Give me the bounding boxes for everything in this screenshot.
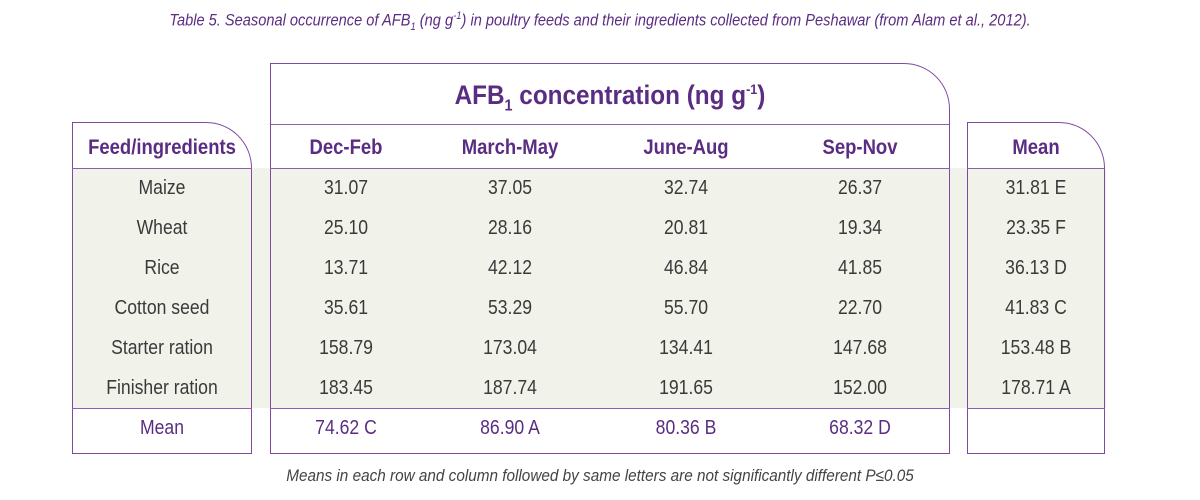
mean-sep-nov: 68.32 D: [829, 417, 891, 439]
cell-rice-mean: 36.13 D: [1005, 257, 1067, 279]
feed-column-frame: [72, 122, 252, 454]
cell-cotton-seed-sep-nov: 22.70: [837, 297, 883, 319]
mean-overall: [975, 408, 1096, 448]
cell-maize-june-aug: 32.74: [663, 177, 709, 199]
header-rule-mid: [270, 168, 950, 169]
row-label-rice: Rice: [144, 257, 180, 279]
cell-maize-march-may: 37.05: [487, 177, 533, 199]
row-label-maize: Maize: [138, 177, 186, 199]
row-label-starter-ration: Starter ration: [111, 337, 213, 359]
mean-row-label: Mean: [139, 417, 185, 439]
cell-starter-ration-dec-feb: 158.79: [319, 337, 373, 359]
header-march-may: March-May: [461, 136, 559, 159]
cell-wheat-mean: 23.35 F: [1006, 217, 1066, 239]
cell-wheat-march-may: 28.16: [487, 217, 533, 239]
cell-finisher-ration-june-aug: 191.65: [659, 377, 713, 399]
cell-cotton-seed-june-aug: 55.70: [663, 297, 709, 319]
cell-starter-ration-march-may: 173.04: [483, 337, 537, 359]
group-subrule: [270, 124, 950, 125]
mean-rule-right: [967, 408, 1105, 409]
row-label-cotton-seed: Cotton seed: [114, 297, 210, 319]
cell-wheat-june-aug: 20.81: [663, 217, 709, 239]
mean-june-aug: 80.36 B: [655, 417, 717, 439]
cell-maize-mean: 31.81 E: [1005, 177, 1067, 199]
mean-column-frame: [967, 122, 1105, 454]
mean-rule-left: [72, 408, 252, 409]
cell-maize-sep-nov: 26.37: [837, 177, 883, 199]
header-june-aug: June-Aug: [643, 136, 729, 159]
table-caption: Table 5. Seasonal occurrence of AFB1 (ng…: [169, 10, 1031, 34]
cell-starter-ration-june-aug: 134.41: [659, 337, 713, 359]
header-sep-nov: Sep-Nov: [822, 136, 898, 159]
mean-dec-feb: 74.62 C: [315, 417, 377, 439]
data-band: [72, 168, 1106, 408]
cell-rice-sep-nov: 41.85: [837, 257, 883, 279]
cell-wheat-sep-nov: 19.34: [837, 217, 883, 239]
cell-finisher-ration-mean: 178.71 A: [1001, 377, 1071, 399]
row-label-wheat: Wheat: [136, 217, 188, 239]
mean-rule-mid: [270, 408, 950, 409]
group-header-title: AFB1 concentration (ng g-1): [454, 80, 766, 115]
cell-cotton-seed-mean: 41.83 C: [1005, 297, 1067, 319]
row-label-finisher-ration: Finisher ration: [106, 377, 218, 399]
cell-finisher-ration-dec-feb: 183.45: [319, 377, 373, 399]
cell-wheat-dec-feb: 25.10: [323, 217, 369, 239]
cell-rice-june-aug: 46.84: [663, 257, 709, 279]
cell-maize-dec-feb: 31.07: [323, 177, 369, 199]
cell-cotton-seed-dec-feb: 35.61: [323, 297, 369, 319]
cell-cotton-seed-march-may: 53.29: [487, 297, 533, 319]
header-rule-left: [72, 168, 252, 169]
table-footnote: Means in each row and column followed by…: [286, 466, 914, 485]
header-mean: Mean: [1012, 136, 1060, 159]
cell-starter-ration-sep-nov: 147.68: [833, 337, 887, 359]
cell-rice-dec-feb: 13.71: [323, 257, 369, 279]
concentration-group-frame: [270, 63, 950, 454]
header-rule-right: [967, 168, 1105, 169]
mean-march-may: 86.90 A: [480, 417, 540, 439]
cell-rice-march-may: 42.12: [487, 257, 533, 279]
header-dec-feb: Dec-Feb: [309, 136, 383, 159]
header-feed-ingredients: Feed/ingredients: [88, 136, 236, 159]
cell-finisher-ration-march-may: 187.74: [483, 377, 537, 399]
cell-finisher-ration-sep-nov: 152.00: [833, 377, 887, 399]
cell-starter-ration-mean: 153.48 B: [1000, 337, 1072, 359]
